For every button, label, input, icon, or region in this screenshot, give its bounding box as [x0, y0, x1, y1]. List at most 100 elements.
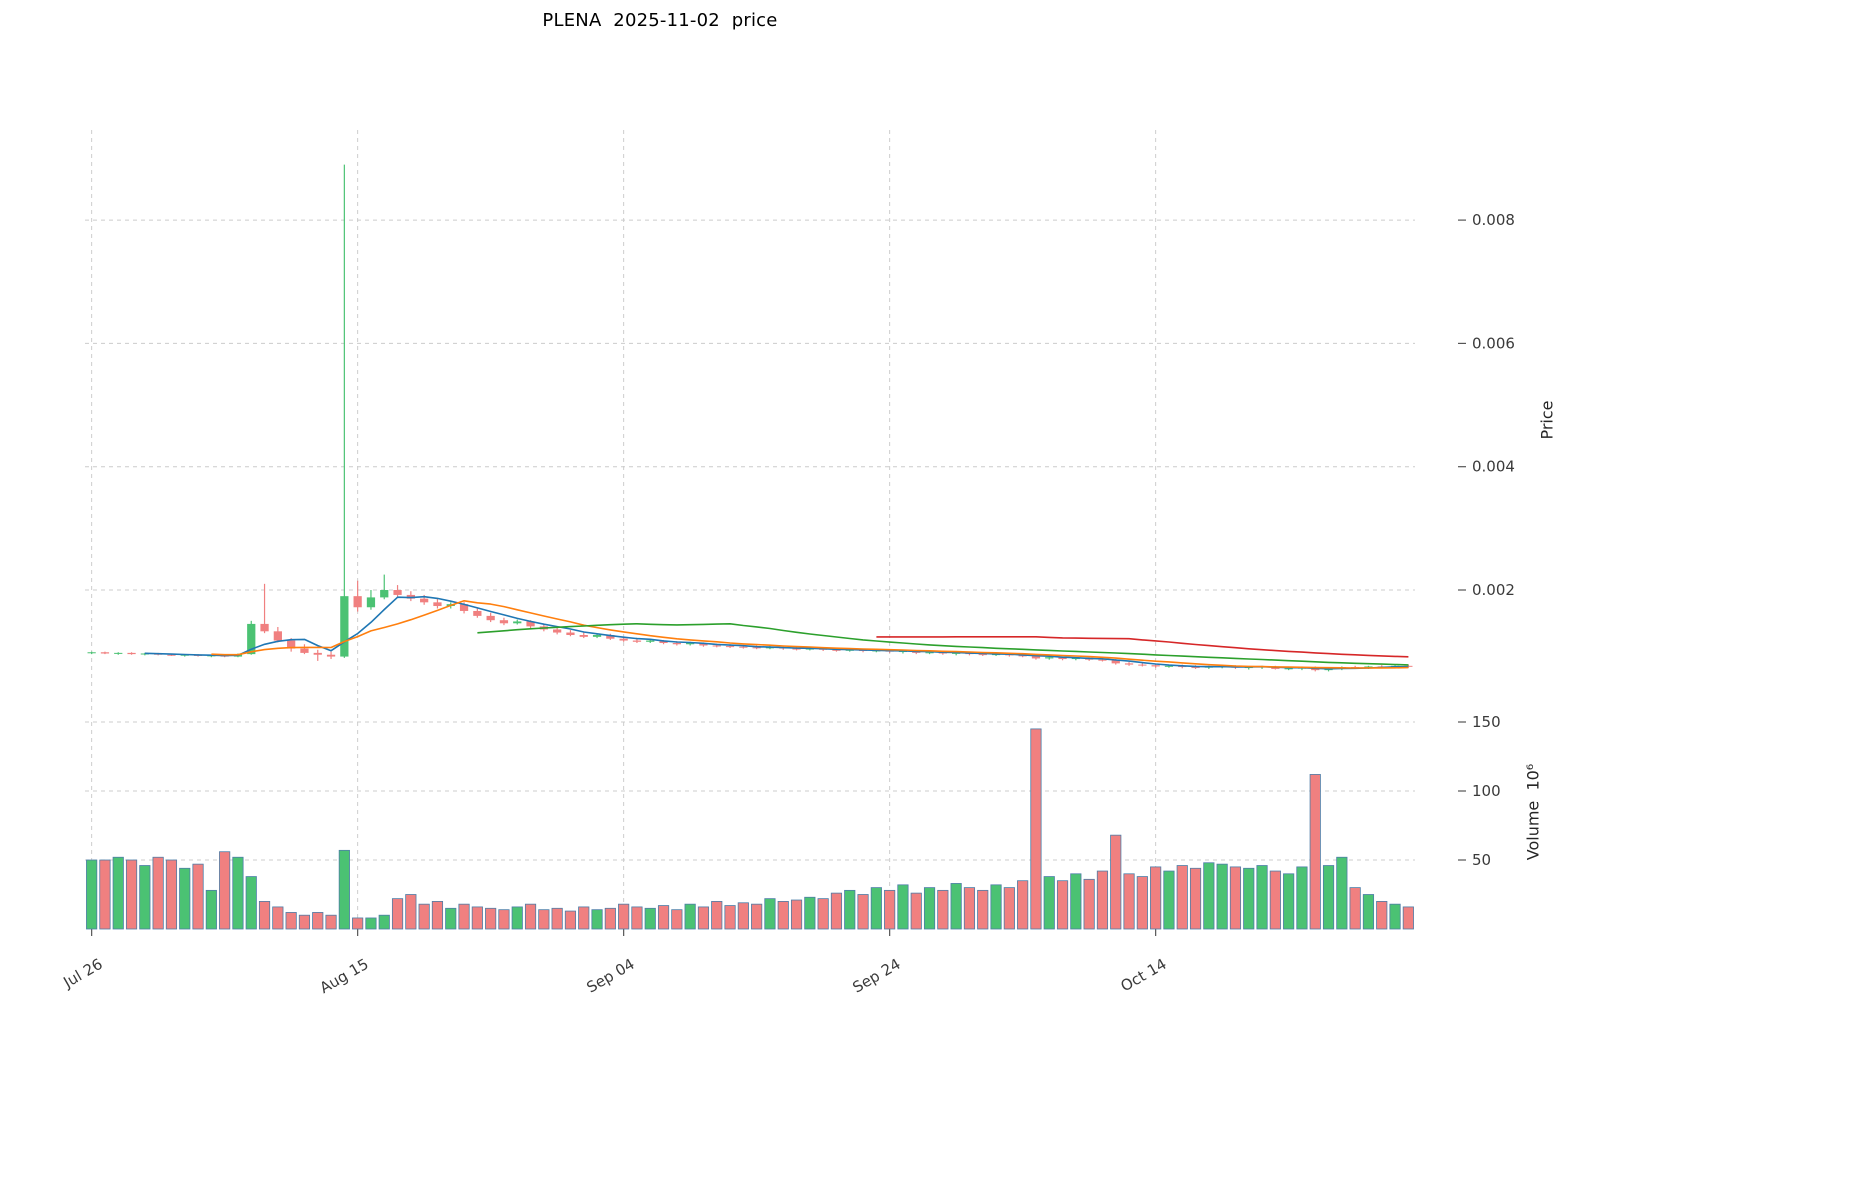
candle-body — [167, 654, 176, 656]
candle-body — [739, 646, 748, 648]
volume-bar — [1150, 866, 1162, 930]
volume-bar — [1309, 774, 1321, 930]
volume-bar — [1030, 728, 1042, 930]
volume-bar — [378, 914, 390, 930]
candle-body — [1151, 665, 1160, 667]
price-tick-label: 0.006 — [1472, 334, 1515, 352]
volume-bar — [830, 892, 843, 930]
volume-bar — [1296, 866, 1308, 930]
volume-bar — [1043, 876, 1055, 930]
volume-bar — [950, 883, 962, 930]
candle-body — [287, 640, 296, 649]
volume-bar — [179, 867, 191, 930]
price-tick-label: 0.008 — [1472, 211, 1515, 229]
candle-body — [1191, 667, 1200, 669]
volume-bar — [884, 889, 896, 930]
candle-body — [353, 596, 362, 608]
volume-tick-label: 50 — [1472, 851, 1491, 869]
volume-bar — [1389, 903, 1401, 930]
candle-body — [925, 652, 934, 654]
candle-body — [672, 643, 681, 645]
volume-bar — [817, 898, 829, 930]
candle-body — [473, 610, 482, 616]
volume-bar — [1216, 863, 1228, 930]
candle-body — [340, 596, 349, 657]
volume-bar — [910, 892, 922, 930]
x-tick-label: Jul 26 — [59, 955, 105, 992]
candle-body — [606, 635, 615, 639]
volume-bar — [471, 906, 483, 930]
volume-bar — [1336, 856, 1348, 930]
volume-bar — [977, 889, 989, 930]
candle-body — [978, 654, 987, 656]
volume-tick-label: 150 — [1472, 713, 1501, 731]
volume-bar — [1349, 887, 1361, 930]
volume-bar — [418, 903, 430, 930]
volume-bar — [431, 901, 444, 930]
candle-body — [579, 635, 588, 637]
candle-body — [459, 604, 469, 611]
candle-body — [313, 652, 322, 655]
volume-bar — [870, 887, 882, 930]
volume-bar — [538, 909, 550, 930]
volume-bar — [1070, 873, 1082, 930]
volume-bar — [551, 907, 563, 930]
volume-bar — [937, 889, 949, 930]
x-tick-label: Sep 24 — [849, 955, 903, 997]
x-tick-label: Oct 14 — [1118, 955, 1170, 995]
volume-bar — [245, 876, 257, 930]
volume-bar — [391, 898, 404, 930]
volume-bar — [258, 901, 271, 930]
chart-title: PLENA 2025-11-02 price — [542, 10, 778, 31]
volume-bar — [192, 863, 204, 930]
volume-bar — [751, 903, 763, 930]
candle-body — [792, 648, 801, 650]
volume-bar — [1003, 887, 1015, 930]
candle-body — [1364, 666, 1373, 668]
volume-bar — [445, 907, 457, 930]
volume-bar — [498, 909, 510, 930]
volume-bar — [219, 851, 231, 930]
volume-bar — [777, 901, 789, 930]
volume-bar — [618, 903, 630, 930]
candle-body — [326, 654, 336, 657]
volume-bar — [591, 909, 603, 930]
candle-body — [1031, 655, 1041, 659]
volume-bar — [1376, 901, 1388, 930]
candle-body — [952, 652, 961, 654]
volume-bar — [99, 859, 111, 930]
volume-bar — [697, 906, 710, 930]
candle-body — [100, 652, 110, 654]
volume-bar — [1203, 862, 1215, 930]
volume-bar — [644, 907, 656, 930]
ma-line-5 — [144, 595, 1409, 670]
candle-body — [1098, 659, 1107, 661]
volume-bar — [1256, 865, 1268, 930]
candle-body — [87, 652, 96, 654]
candle-body — [433, 602, 442, 607]
volume-bar — [790, 899, 803, 930]
candle-body — [300, 648, 309, 653]
volume-bar — [1017, 880, 1029, 930]
volume-bar — [1083, 878, 1095, 930]
volume-bar — [312, 912, 324, 930]
candle-body — [1284, 668, 1293, 670]
volume-bar — [1362, 894, 1375, 930]
x-tick-label: Sep 04 — [583, 955, 637, 997]
volume-bar — [711, 901, 723, 930]
volume-bar — [564, 910, 577, 930]
candle-body — [712, 645, 721, 647]
ma-line-60 — [876, 635, 1409, 658]
volume-bar — [724, 905, 736, 930]
volume-bar — [1243, 867, 1255, 930]
volume-bar — [1269, 870, 1281, 930]
volume-bar — [165, 859, 178, 930]
volume-bar — [205, 889, 217, 930]
volume-bar — [897, 884, 909, 930]
volume-bar — [125, 859, 138, 930]
candle-body — [566, 632, 575, 636]
candle-body — [553, 629, 562, 633]
candle-body — [273, 631, 282, 641]
volume-bar — [923, 887, 936, 930]
volume-bar — [511, 906, 523, 930]
